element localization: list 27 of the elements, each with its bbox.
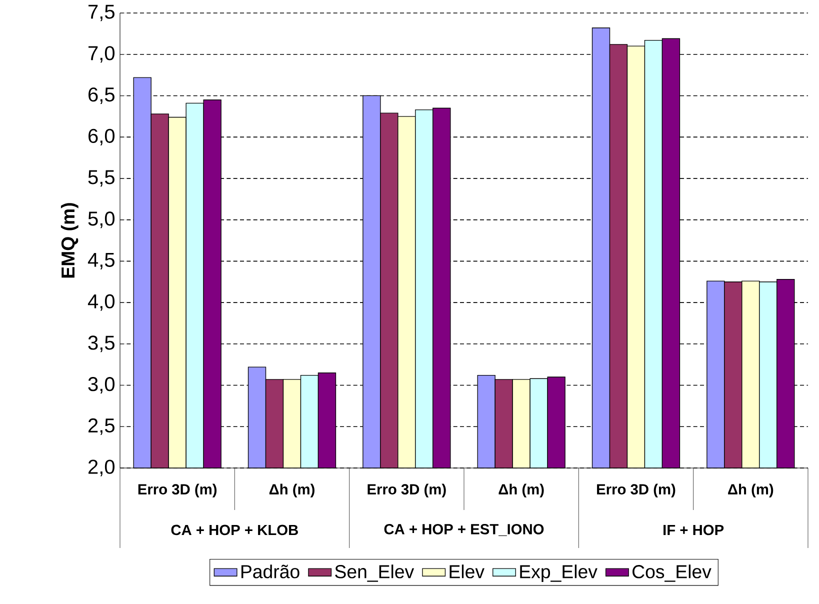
y-tick-label: 4,5 xyxy=(88,253,114,270)
x-tick-label: Δh (m) xyxy=(269,484,314,498)
y-tick-label: 7,0 xyxy=(88,46,115,63)
text: CA + HOP + KLOB xyxy=(171,524,298,536)
y-tick-label: 3,0 xyxy=(88,376,115,394)
legend-label: Sen_Elev xyxy=(335,564,414,582)
text: CA + HOP + EST_IONO xyxy=(384,524,544,536)
y-tick-label: 2,0 xyxy=(88,460,115,476)
y-tick-label: 5,0 xyxy=(88,212,115,228)
legend-label: Elev xyxy=(450,564,484,578)
x-tick-label: Δh (m) xyxy=(498,484,544,498)
legend-label: Exp_Elev xyxy=(520,564,598,582)
x-tick-label: Erro 3D (m) xyxy=(368,484,446,498)
legend-label: Cos_Elev xyxy=(632,564,712,582)
legend-label: Padrão xyxy=(241,564,300,578)
y-tick-label: 7,5 xyxy=(88,4,114,22)
x-tick-label: Δh (m) xyxy=(728,484,774,498)
x-tick-label: Erro 3D (m) xyxy=(597,484,676,498)
text: IF + HOP xyxy=(664,524,724,536)
y-tick-label: 4,0 xyxy=(88,294,115,311)
x-tick-label: Erro 3D (m) xyxy=(138,484,217,498)
y-tick-label: 3,5 xyxy=(88,336,114,352)
y-tick-label: 6,0 xyxy=(88,128,115,146)
y-tick-label: 5,5 xyxy=(88,170,114,187)
y-tick-label: 2,5 xyxy=(88,418,114,435)
y-axis-title: EMQ (m) xyxy=(60,203,78,278)
y-tick-label: 6,5 xyxy=(88,87,114,104)
